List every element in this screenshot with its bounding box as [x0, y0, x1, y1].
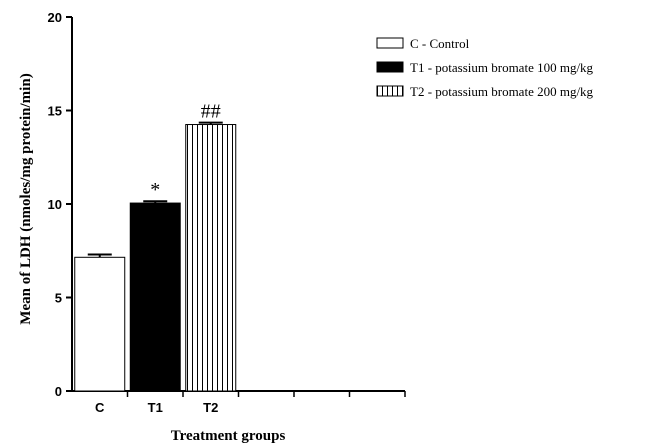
x-axis-title: Treatment groups: [171, 428, 286, 444]
bar: [129, 202, 181, 392]
bars: * ##: [74, 101, 237, 392]
legend-label: C - Control: [410, 36, 470, 51]
legend-label: T2 - potassium bromate 200 mg/kg: [410, 84, 594, 99]
bar: [74, 256, 126, 392]
significance-marker: *: [150, 179, 160, 201]
y-tick-label: 20: [48, 10, 62, 25]
y-tick-label: 15: [48, 104, 62, 119]
legend-swatch: [376, 85, 404, 97]
significance-marker: ##: [201, 101, 221, 123]
x-tick-label: T2: [203, 400, 218, 415]
bar: [185, 124, 237, 392]
y-tick-label: 10: [48, 197, 62, 212]
y-axis-title: Mean of LDH (nmoles/mg protein/min): [18, 73, 34, 324]
legend-label: T1 - potassium bromate 100 mg/kg: [410, 60, 594, 75]
y-tick-label: 0: [55, 384, 62, 399]
y-tick-label: 5: [55, 291, 62, 306]
x-tick-label: T1: [148, 400, 163, 415]
x-tick-label: C: [95, 400, 105, 415]
legend-swatch: [376, 61, 404, 73]
legend-swatch: [376, 37, 404, 49]
axes: 0 5 10 15 20 C T1 T2: [48, 10, 406, 415]
legend: C - Control T1 - potassium bromate 100 mg…: [376, 36, 594, 99]
